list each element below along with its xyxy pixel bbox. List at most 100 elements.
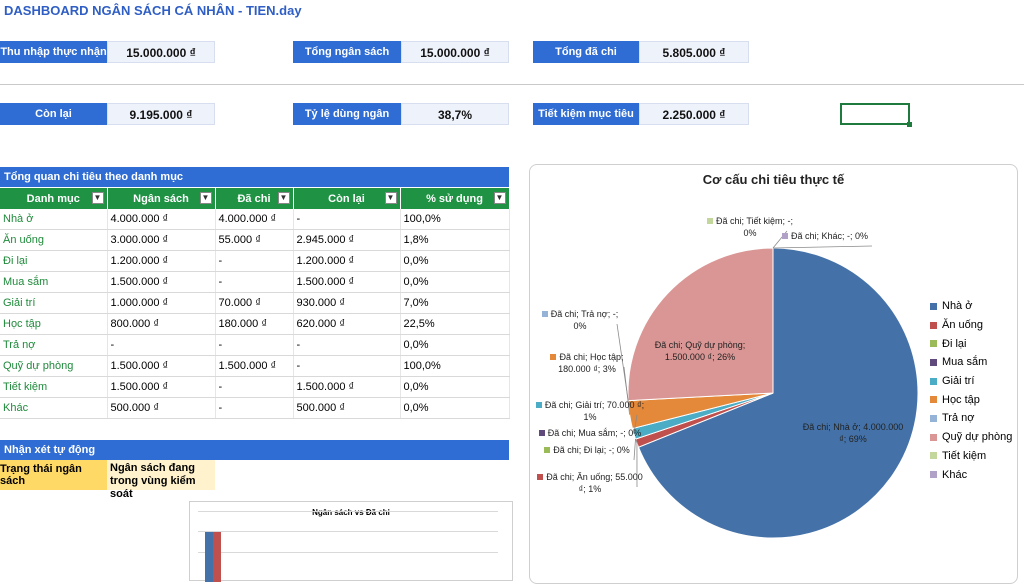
table-cell[interactable]: 1.500.000 ₫ — [107, 272, 215, 293]
table-cell[interactable]: 4.000.000 ₫ — [107, 209, 215, 230]
table-cell[interactable]: 1,8% — [400, 230, 509, 251]
kpi-value-total-spent[interactable]: 5.805.000 ₫ — [639, 41, 749, 63]
table-cell[interactable]: 2.945.000 ₫ — [293, 230, 400, 251]
kpi-label-total-spent[interactable]: Tổng đã chi — [533, 41, 639, 63]
table-cell[interactable]: 1.200.000 ₫ — [107, 251, 215, 272]
table-cell[interactable]: - — [107, 335, 215, 356]
table-cell[interactable]: 0,0% — [400, 377, 509, 398]
budget-status-label[interactable]: Trạng thái ngân sách — [0, 460, 107, 490]
kpi-label-total-budget[interactable]: Tổng ngân sách — [293, 41, 401, 63]
table-cell[interactable]: 0,0% — [400, 272, 509, 293]
kpi-label-savings-target[interactable]: Tiết kiệm mục tiêu — [533, 103, 639, 125]
table-cell[interactable]: 70.000 ₫ — [215, 293, 293, 314]
table-cell[interactable]: - — [293, 209, 400, 230]
table-cell[interactable]: 1.500.000 ₫ — [107, 377, 215, 398]
legend-item[interactable]: Trả nợ — [930, 409, 1012, 428]
filter-dropdown-icon[interactable]: ▼ — [200, 192, 212, 204]
legend-item[interactable]: Khác — [930, 465, 1012, 484]
table-cell[interactable]: 0,0% — [400, 335, 509, 356]
table-cell[interactable]: 0,0% — [400, 251, 509, 272]
table-cell[interactable]: - — [215, 377, 293, 398]
table-cell[interactable]: 500.000 ₫ — [293, 398, 400, 419]
table-cell[interactable]: - — [215, 272, 293, 293]
category-name-cell[interactable]: Mua sắm — [0, 272, 107, 293]
filter-dropdown-icon[interactable]: ▼ — [494, 192, 506, 204]
kpi-label-usage-rate[interactable]: Tỷ lệ dùng ngân sách — [293, 103, 401, 125]
category-name-cell[interactable]: Tiết kiệm — [0, 377, 107, 398]
table-cell[interactable]: 620.000 ₫ — [293, 314, 400, 335]
table-cell[interactable]: 22,5% — [400, 314, 509, 335]
legend-swatch — [930, 359, 937, 366]
table-cell[interactable]: 1.500.000 ₫ — [215, 356, 293, 377]
col-header-spent[interactable]: Đã chi▼ — [215, 188, 293, 209]
table-cell[interactable]: - — [293, 335, 400, 356]
col-header-usage[interactable]: % sử dụng▼ — [400, 188, 509, 209]
col-header-category[interactable]: Danh mục▼ — [0, 188, 107, 209]
category-name-cell[interactable]: Trả nợ — [0, 335, 107, 356]
table-cell[interactable]: 3.000.000 ₫ — [107, 230, 215, 251]
col-header-budget[interactable]: Ngân sách▼ — [107, 188, 215, 209]
table-cell[interactable]: 100,0% — [400, 209, 509, 230]
kpi-value-total-budget[interactable]: 15.000.000 ₫ — [401, 41, 509, 63]
legend-item[interactable]: Tiết kiệm — [930, 447, 1012, 466]
table-cell[interactable]: - — [293, 356, 400, 377]
table-cell[interactable]: 4.000.000 ₫ — [215, 209, 293, 230]
kpi-label-remaining[interactable]: Còn lại — [0, 103, 107, 125]
legend-item[interactable]: Mua sắm — [930, 353, 1012, 372]
kpi-value-income[interactable]: 15.000.000 ₫ — [107, 41, 215, 63]
category-name-cell[interactable]: Quỹ dự phòng — [0, 356, 107, 377]
selected-cell[interactable] — [840, 103, 910, 125]
kpi-value-usage-rate[interactable]: 38,7% — [401, 103, 509, 125]
filter-dropdown-icon[interactable]: ▼ — [92, 192, 104, 204]
table-cell[interactable]: 7,0% — [400, 293, 509, 314]
table-cell[interactable]: 1.500.000 ₫ — [293, 377, 400, 398]
category-name-cell[interactable]: Nhà ở — [0, 209, 107, 230]
kpi-label-income[interactable]: Thu nhập thực nhận — [0, 41, 107, 63]
category-name-cell[interactable]: Giải trí — [0, 293, 107, 314]
table-cell[interactable]: 1.000.000 ₫ — [107, 293, 215, 314]
budget-status-value[interactable]: Ngân sách đang trong vùng kiểm soát — [107, 460, 215, 490]
legend-item[interactable]: Học tập — [930, 390, 1012, 409]
legend-item[interactable]: Quỹ dự phòng — [930, 428, 1012, 447]
table-cell[interactable]: - — [215, 398, 293, 419]
table-cell[interactable]: - — [215, 335, 293, 356]
table-cell[interactable]: 500.000 ₫ — [107, 398, 215, 419]
legend-item[interactable]: Nhà ở — [930, 297, 1012, 316]
legend-swatch — [930, 340, 937, 347]
legend-item[interactable]: Giải trí — [930, 372, 1012, 391]
table-cell[interactable]: 1.500.000 ₫ — [107, 356, 215, 377]
col-header-remaining[interactable]: Còn lại▼ — [293, 188, 400, 209]
table-cell[interactable]: 0,0% — [400, 398, 509, 419]
legend-item[interactable]: Ăn uống — [930, 316, 1012, 335]
category-name-cell[interactable]: Học tập — [0, 314, 107, 335]
budget-vs-spent-chart[interactable]: Ngân sách vs Đã chi — [189, 501, 513, 581]
table-cell[interactable]: 1.200.000 ₫ — [293, 251, 400, 272]
pie-slice[interactable] — [628, 248, 773, 401]
kpi-value-remaining[interactable]: 9.195.000 ₫ — [107, 103, 215, 125]
filter-dropdown-icon[interactable]: ▼ — [278, 192, 290, 204]
table-cell[interactable]: 930.000 ₫ — [293, 293, 400, 314]
kpi-value-savings-target[interactable]: 2.250.000 ₫ — [639, 103, 749, 125]
filter-dropdown-icon[interactable]: ▼ — [385, 192, 397, 204]
table-cell[interactable]: 180.000 ₫ — [215, 314, 293, 335]
category-name-cell[interactable]: Khác — [0, 398, 107, 419]
category-name-cell[interactable]: Đi lại — [0, 251, 107, 272]
table-cell[interactable]: 55.000 ₫ — [215, 230, 293, 251]
table-row[interactable]: Trả nợ---0,0% — [0, 335, 509, 356]
table-cell[interactable]: 800.000 ₫ — [107, 314, 215, 335]
table-cell[interactable]: 100,0% — [400, 356, 509, 377]
legend-item[interactable]: Đi lại — [930, 334, 1012, 353]
table-cell[interactable]: - — [215, 251, 293, 272]
table-cell[interactable]: 1.500.000 ₫ — [293, 272, 400, 293]
category-name-cell[interactable]: Ăn uống — [0, 230, 107, 251]
